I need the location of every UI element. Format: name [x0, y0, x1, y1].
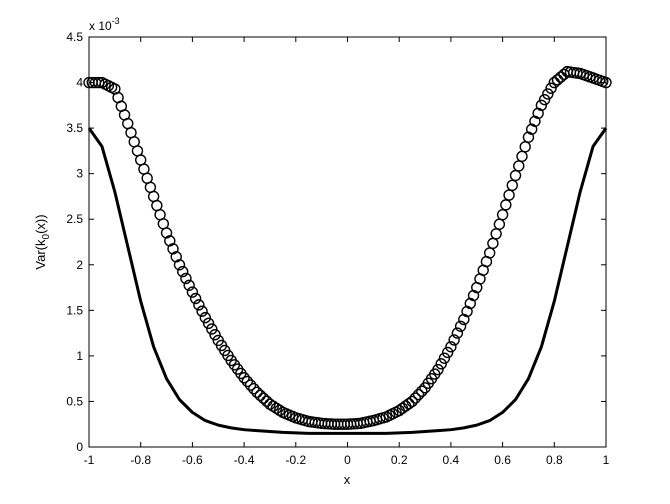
series-1-marker [500, 199, 512, 211]
series-1-marker [438, 352, 451, 364]
y-tick-label: 0 [76, 440, 83, 454]
series-1-marker [238, 372, 250, 384]
series-1-marker [177, 265, 189, 278]
y-tick-label: 2.5 [66, 212, 83, 226]
y-tick-label: 1 [76, 349, 83, 363]
x-tick-label: 0.8 [546, 453, 563, 467]
series-2 [87, 127, 608, 435]
series-1 [83, 65, 612, 430]
y-axis-label-subscript: 0 [41, 233, 52, 239]
series-1-marker [180, 272, 192, 285]
x-tick-label: -1 [84, 453, 95, 467]
x-tick-label: 0.2 [391, 453, 408, 467]
series-1-marker [435, 358, 447, 370]
series-1-marker [173, 259, 186, 271]
series-1-marker [412, 388, 425, 401]
series-1-marker [196, 305, 208, 317]
series-1-marker [535, 99, 548, 112]
x-tick-label: -0.8 [130, 453, 151, 467]
series-1-marker [403, 398, 415, 410]
series-1-marker [248, 382, 260, 395]
series-1-marker [206, 323, 218, 335]
series-layer [83, 65, 612, 435]
y-tick-label: 3 [76, 167, 83, 181]
x-axis-label: x [344, 472, 351, 487]
series-1-marker [506, 179, 518, 191]
x-tick-label: 0.6 [494, 453, 511, 467]
y-tick-label: 2 [76, 258, 83, 272]
series-2-line [87, 127, 608, 435]
y-multiplier-exponent: -3 [112, 16, 120, 26]
series-1-marker [199, 311, 212, 324]
series-1-marker [251, 386, 263, 399]
series-1-marker [496, 208, 509, 221]
series-1-marker [183, 279, 195, 291]
series-1-marker [432, 363, 444, 376]
plot-area [88, 36, 607, 448]
x-tick-label: 0 [344, 453, 351, 467]
y-multiplier-label: x 10-3 [89, 16, 120, 33]
y-axis-label-main: Var(k [33, 239, 48, 270]
x-tick-label: -0.2 [285, 453, 306, 467]
series-1-marker [257, 392, 270, 404]
series-1-marker [254, 389, 266, 401]
series-1-marker [448, 334, 460, 346]
series-1-marker [545, 82, 557, 94]
series-1-marker [416, 385, 428, 397]
series-1-marker [186, 286, 199, 298]
x-tick-label: 0.4 [443, 453, 460, 467]
x-tick-label: -0.4 [234, 453, 255, 467]
y-tick-label: 4.5 [66, 30, 83, 44]
series-1-marker [538, 93, 551, 106]
series-1-marker [445, 341, 457, 353]
tick-labels: -1 -0.8 -0.6 -0.4 -0.2 0 0.2 0.4 0.6 0.8 1 0 0.5 1 1.5… [66, 30, 609, 467]
series-1-marker [409, 392, 422, 404]
y-axis-label: Var(k0(x)) [33, 214, 52, 269]
series-1-marker [244, 379, 257, 391]
series-1-marker [542, 88, 554, 100]
series-1-marker [406, 395, 418, 408]
y-tick-label: 3.5 [66, 121, 83, 135]
series-1-marker [441, 346, 454, 359]
y-axis-label-tail: (x)) [33, 214, 48, 234]
y-tick-label: 4 [76, 76, 83, 90]
x-tick-label: -0.6 [182, 453, 203, 467]
x-tick-label: 1 [603, 453, 610, 467]
series-1-marker [193, 299, 205, 311]
series-1-marker [600, 76, 612, 89]
y-tick-label: 1.5 [66, 303, 83, 317]
series-1-marker [202, 317, 215, 330]
y-tick-label: 0.5 [66, 394, 83, 408]
series-1-marker [189, 292, 202, 305]
series-1-marker [454, 320, 467, 332]
series-1-marker [503, 189, 515, 201]
y-multiplier-base: x 10 [89, 19, 112, 33]
series-1-marker [451, 327, 464, 339]
series-1-marker [209, 329, 221, 341]
series-1-marker [241, 375, 254, 388]
